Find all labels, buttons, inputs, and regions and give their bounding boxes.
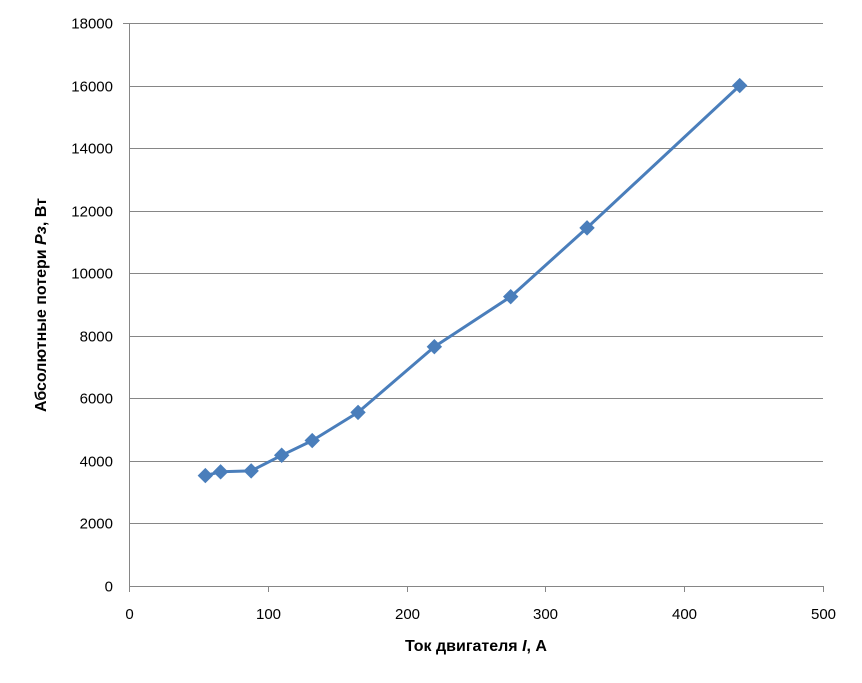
data-point: [502, 288, 519, 305]
data-point: [579, 220, 595, 236]
data-point: [273, 447, 290, 463]
axes: [123, 23, 824, 592]
y-tick-label: 16000: [71, 79, 113, 96]
x-tick-label: 200: [395, 606, 420, 623]
y-tick-label: 6000: [80, 391, 113, 408]
series-line: [204, 84, 741, 478]
y-tick-label: 12000: [71, 204, 113, 221]
grid-lines: [129, 23, 823, 524]
data-point: [197, 467, 214, 484]
data-point: [350, 404, 366, 421]
y-tick-label: 4000: [80, 454, 113, 471]
data-point: [732, 77, 748, 94]
data-point: [212, 464, 229, 480]
data-point: [426, 339, 443, 355]
y-tick-labels: 0 2000 4000 6000 8000 10000 12000 14000 16000 180…: [71, 16, 113, 596]
y-tick-label: 10000: [71, 266, 113, 283]
x-tick-label: 300: [533, 606, 558, 623]
y-tick-label: 2000: [80, 516, 113, 533]
x-tick-labels: 0 100 200 300 400 500: [125, 606, 836, 623]
x-axis-title: Ток двигателя I, А: [405, 638, 547, 655]
data-point: [243, 463, 259, 479]
x-tick-label: 500: [811, 606, 836, 623]
y-tick-label: 18000: [71, 16, 113, 33]
series-group: [197, 77, 748, 484]
x-tick-label: 100: [256, 606, 281, 623]
y-axis-title: Абсолютные потери Рз, Вт: [33, 198, 50, 412]
x-tick-label: 0: [125, 606, 133, 623]
y-tick-label: 0: [105, 579, 113, 596]
x-tick-label: 400: [672, 606, 697, 623]
data-point: [304, 432, 320, 449]
y-tick-label: 8000: [80, 329, 113, 346]
y-tick-label: 14000: [71, 141, 113, 158]
